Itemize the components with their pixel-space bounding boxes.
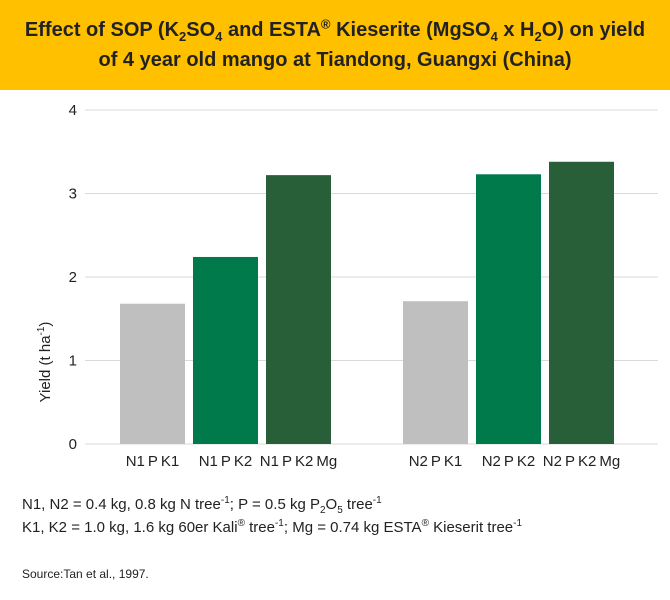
- x-label-n2pk2mg: N2 P K2 Mg: [543, 453, 620, 470]
- bars: [120, 161, 614, 445]
- x-label-n1pk1: N1 P K1: [126, 453, 180, 470]
- footnotes: N1, N2 = 0.4 kg, 0.8 kg N tree-1; P = 0.…: [22, 493, 662, 539]
- y-tick-label: 2: [69, 269, 77, 286]
- x-category-labels: N1 P K1 N1 P K2 N1 P K2 Mg N2 P K1 N2 P K2 N2 P K2 Mg: [126, 453, 620, 470]
- bar-n2pk1: [403, 301, 468, 444]
- chart-area: 0 1 2 3 4 N1 P K1 N1 P K2 N1 P K2 Mg N2 P K1 N2 P K2 N2 P K2 Mg…: [0, 90, 670, 485]
- x-label-n1pk2: N1 P K2: [199, 453, 253, 470]
- y-tick-label: 0: [69, 436, 77, 453]
- y-tick-labels: 0 1 2 3 4: [69, 102, 77, 453]
- y-tick-label: 1: [69, 353, 77, 370]
- y-axis-title: Yield (t ha-1): [36, 322, 54, 403]
- x-label-n2pk1: N2 P K1: [409, 453, 463, 470]
- bar-n1pk2: [193, 256, 258, 444]
- bar-chart: 0 1 2 3 4 N1 P K1 N1 P K2 N1 P K2 Mg N2 P K1 N2 P K2 N2 P K2 Mg…: [36, 102, 658, 470]
- bar-n1pk1: [120, 303, 185, 444]
- y-tick-label: 4: [69, 102, 77, 119]
- source-citation: Source:Tan et al., 1997.: [22, 567, 149, 581]
- footnote-nitrogen-phosphate: N1, N2 = 0.4 kg, 0.8 kg N tree-1; P = 0.…: [22, 495, 382, 516]
- bar-n1pk2mg: [266, 175, 331, 444]
- bar-n2pk2: [476, 174, 541, 445]
- footnote-potash-magnesium: K1, K2 = 1.0 kg, 1.6 kg 60er Kali® tree-…: [22, 518, 523, 537]
- chart-title-line-1: Effect of SOP (K2SO4 and ESTA® Kieserite…: [24, 16, 646, 44]
- x-label-n2pk2: N2 P K2: [482, 453, 536, 470]
- x-label-n1pk2mg: N1 P K2 Mg: [260, 453, 337, 470]
- title-banner: Effect of SOP (K2SO4 and ESTA® Kieserite…: [0, 0, 670, 90]
- chart-title-line-2: of 4 year old mango at Tiandong, Guangxi…: [98, 49, 572, 71]
- y-tick-label: 3: [69, 186, 77, 203]
- bar-n2pk2mg: [549, 161, 614, 444]
